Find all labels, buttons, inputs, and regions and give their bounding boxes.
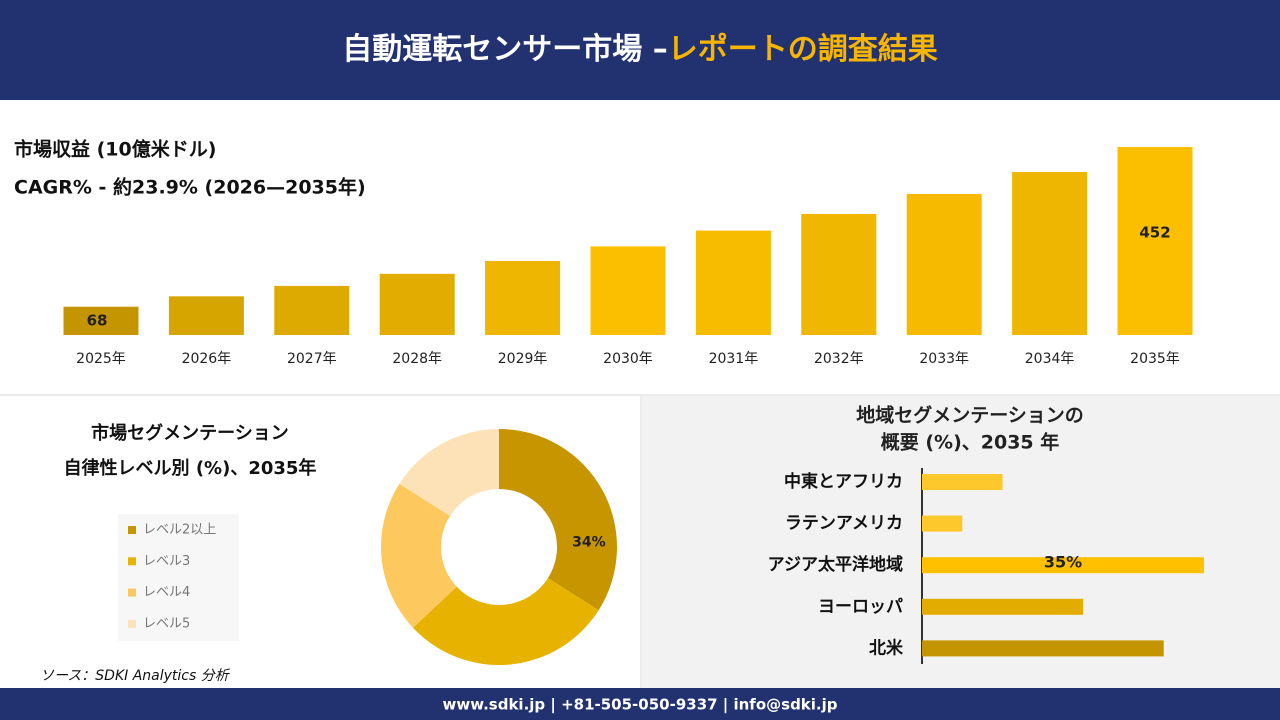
revenue-bar	[274, 285, 350, 335]
region-bar	[922, 557, 1204, 574]
donut-slice	[499, 429, 617, 611]
segment-subtitle: 自律性レベル別 (%)、2035年	[64, 457, 317, 479]
segment-title: 市場セグメンテーション	[91, 422, 289, 444]
x-tick-label: 2035年	[1130, 351, 1180, 367]
donut-slice	[412, 578, 599, 665]
revenue-bar	[63, 306, 139, 335]
region-label: 北米	[869, 637, 904, 658]
legend-label: レベル2以上	[143, 523, 216, 538]
region-bar	[922, 515, 963, 532]
x-tick-label: 2033年	[919, 351, 969, 367]
legend-swatch	[128, 588, 136, 597]
x-tick-label: 2026年	[182, 351, 232, 367]
region-label: ヨーロッパ	[818, 597, 903, 617]
legend-label: レベル4	[143, 585, 190, 600]
header-title: 自動運転センサー市場 –レポートの調査結果	[342, 32, 937, 67]
x-tick-label: 2032年	[814, 351, 864, 367]
header-bg	[0, 0, 1280, 100]
legend-label: レベル3	[143, 554, 190, 569]
x-tick-label: 2034年	[1025, 351, 1075, 367]
legend-box	[118, 514, 239, 641]
region-label: 中東とアフリカ	[784, 471, 903, 492]
region-panel	[642, 396, 1280, 688]
legend-swatch	[128, 526, 136, 534]
revenue-bar	[379, 273, 455, 335]
x-tick-label: 2030年	[603, 351, 653, 367]
revenue-bar	[485, 260, 561, 335]
source-note: ソース：SDKI Analytics 分析	[40, 668, 231, 684]
region-subtitle: 概要 (%)、2035 年	[881, 431, 1060, 454]
value-label: 68	[87, 311, 108, 329]
donut-slice	[380, 483, 457, 628]
title-main: 自動運転センサー市場 –	[342, 32, 667, 67]
region-label: アジア太平洋地域	[768, 554, 903, 575]
region-label: ラテンアメリカ	[785, 514, 903, 534]
revenue-bar	[590, 246, 666, 335]
revenue-title: 市場収益 (10億米ドル)	[14, 138, 216, 161]
legend-swatch	[128, 619, 136, 628]
footer-contact: www.sdki.jp | +81-505-050-9337 | info@sd…	[442, 696, 837, 715]
revenue-bar	[801, 213, 877, 335]
footer-bg	[0, 688, 1280, 720]
x-tick-label: 2031年	[709, 351, 759, 367]
legend-swatch	[128, 557, 136, 566]
legend-label: レベル5	[143, 616, 190, 631]
revenue-bar	[906, 194, 982, 335]
region-bar	[922, 640, 1164, 657]
region-bar	[922, 598, 1084, 615]
x-tick-label: 2028年	[392, 351, 442, 367]
revenue-bar	[1012, 171, 1088, 335]
x-tick-label: 2027年	[287, 351, 337, 367]
revenue-bar	[1117, 147, 1193, 335]
donut-slice	[399, 429, 499, 516]
revenue-bar	[168, 296, 244, 335]
x-tick-label: 2029年	[498, 351, 548, 367]
region-bar	[922, 474, 1003, 490]
slice-label: 34%	[572, 534, 606, 550]
region-title: 地域セグメンテーションの	[856, 404, 1084, 427]
cagr-text: CAGR% - 約23.9% (2026—2035年)	[14, 176, 366, 199]
value-label: 452	[1139, 224, 1170, 242]
title-highlight: レポートの調査結果	[668, 32, 938, 67]
revenue-bar	[695, 230, 771, 335]
x-tick-label: 2025年	[76, 351, 126, 367]
value-label: 35%	[1044, 553, 1082, 572]
